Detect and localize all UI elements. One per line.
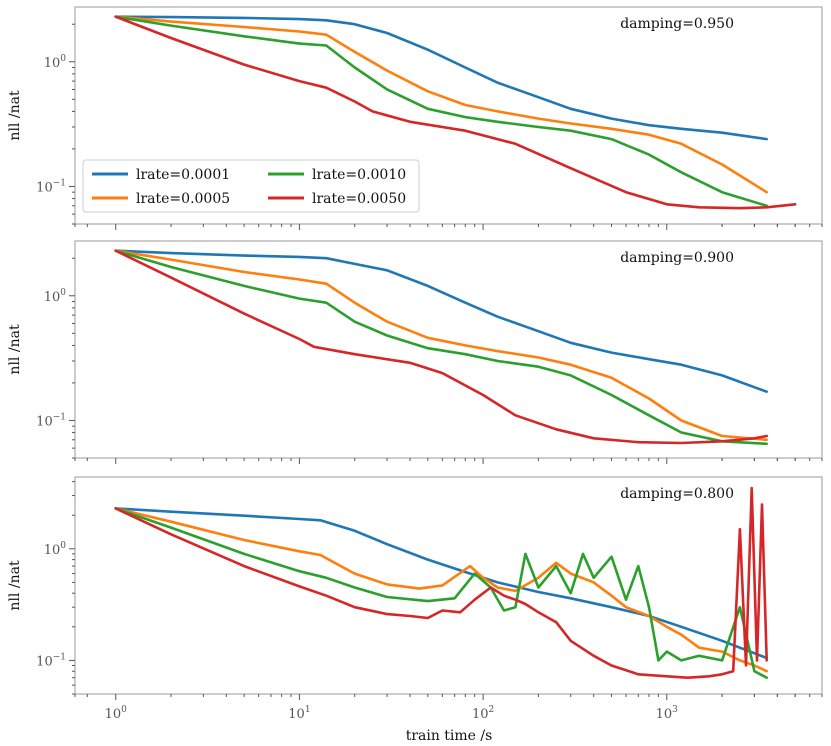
series-line-lrate-0-0005 — [114, 15, 769, 194]
x-axis-label: train time /s — [406, 728, 493, 744]
damping-annotation: damping=0.950 — [620, 16, 734, 32]
y-tick-label: 100 — [44, 54, 67, 71]
y-tick-label: 10−1 — [36, 652, 66, 669]
legend: lrate=0.0001 lrate=0.0005 lrate=0.0010 lrat… — [82, 159, 420, 213]
legend-entry-lrate-0-0010: lrate=0.0010 — [312, 167, 406, 183]
series-line-lrate-0-0010 — [114, 15, 769, 208]
y-axis-label: nll /nat — [7, 324, 23, 375]
y-tick-label: 10−1 — [36, 178, 66, 195]
series-line-lrate-0-0050 — [114, 486, 769, 680]
series-line-lrate-0-0010 — [114, 249, 769, 446]
series-line-lrate-0-0001 — [114, 507, 769, 660]
legend-entry-lrate-0-0050: lrate=0.0050 — [312, 191, 406, 207]
legend-entry-lrate-0-0005: lrate=0.0005 — [136, 191, 230, 207]
panel-damping-0900: 100 10−1 nll /nat damping=0.900 — [7, 240, 823, 464]
y-tick-label: 10−1 — [36, 412, 66, 429]
legend-entry-lrate-0-0001: lrate=0.0001 — [136, 167, 230, 183]
panel-damping-0800: 100 10−1 nll /nat 100 101 102 103 damping=0.800 — [7, 476, 823, 722]
x-tick-label: 100 — [105, 705, 128, 722]
plot-frame — [74, 476, 823, 695]
series-line-lrate-0-0001 — [114, 15, 769, 141]
legend-box — [82, 159, 420, 213]
damping-annotation: damping=0.900 — [620, 250, 734, 266]
series-line-lrate-0-0005 — [114, 507, 769, 673]
damping-annotation: damping=0.800 — [620, 486, 734, 502]
plot-frame — [74, 6, 823, 225]
x-tick-label: 103 — [656, 705, 679, 722]
series-line-lrate-0-0005 — [114, 249, 769, 442]
plot-frame — [74, 240, 823, 459]
series-line-lrate-0-0010 — [114, 507, 769, 680]
series-line-lrate-0-0050 — [114, 249, 769, 445]
y-axis-label: nll /nat — [7, 90, 23, 141]
y-axis-label: nll /nat — [7, 560, 23, 611]
y-tick-label: 100 — [44, 541, 67, 558]
panel-damping-0950: 100 10−1 nll /nat damping=0.950 lrate=0.0001… — [7, 6, 823, 230]
y-tick-label: 100 — [44, 288, 67, 305]
x-tick-label: 102 — [472, 705, 494, 722]
series-line-lrate-0-0050 — [114, 15, 797, 210]
series-line-lrate-0-0001 — [114, 249, 769, 394]
x-tick-label: 101 — [288, 705, 310, 722]
